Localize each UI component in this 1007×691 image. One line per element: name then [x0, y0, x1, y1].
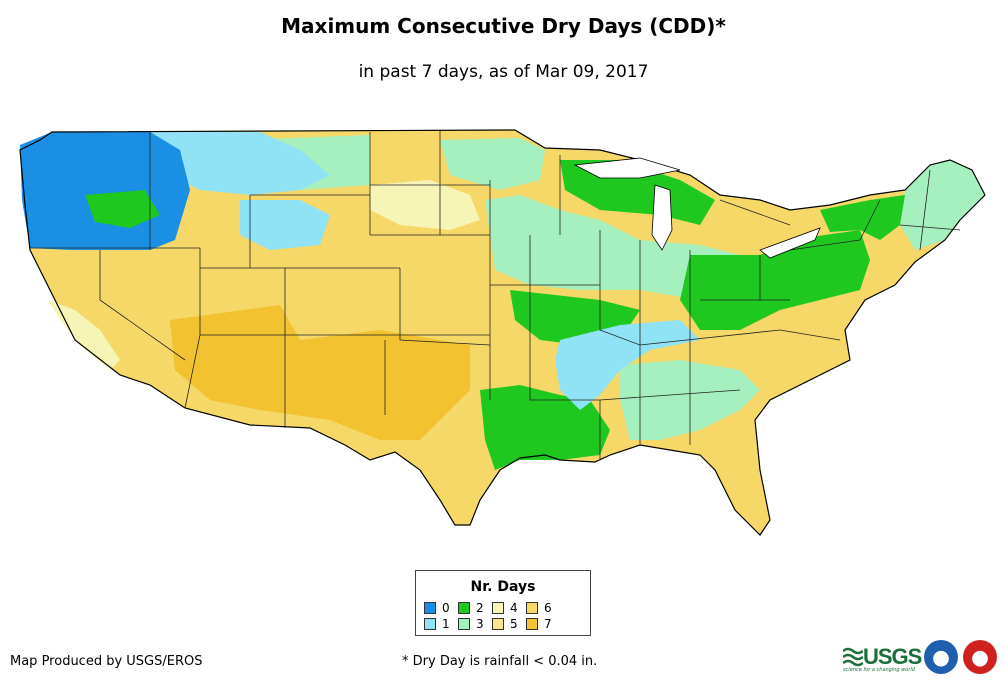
region-wyoming-1: [240, 200, 330, 250]
legend-item-3: 3: [458, 617, 484, 631]
lake-michigan: [651, 184, 673, 251]
usgs-logo: USGS science for a changing world: [843, 643, 922, 673]
region-northeast-2: [820, 195, 905, 240]
legend-label: 6: [544, 601, 552, 615]
lake-erie: [759, 227, 821, 259]
legend-item-5: 5: [492, 617, 518, 631]
us-outline: [19, 129, 986, 536]
legend-swatch: [458, 618, 470, 630]
region-ohio-valley-2: [680, 230, 870, 330]
usgs-wordmark: USGS: [863, 644, 922, 669]
legend-swatch: [526, 618, 538, 630]
legend-item-4: 4: [492, 601, 518, 615]
legend-title: Nr. Days: [470, 579, 536, 595]
region-pacific-northwest-0: [20, 132, 190, 250]
lake-superior: [573, 157, 681, 179]
legend-item-2: 2: [458, 601, 484, 615]
legend-label: 3: [476, 617, 484, 631]
map-title: Maximum Consecutive Dry Days (CDD)*: [281, 14, 726, 38]
region-southwest-7: [170, 305, 470, 440]
legend-swatch: [458, 602, 470, 614]
map-credit: Map Produced by USGS/EROS: [10, 654, 203, 669]
legend-swatch: [526, 602, 538, 614]
dry-day-footnote: * Dry Day is rainfall < 0.04 in.: [402, 654, 598, 669]
legend-label: 4: [510, 601, 518, 615]
region-california-coast-4: [48, 300, 120, 370]
region-northern-plains-4: [370, 180, 480, 230]
legend-item-1: 1: [424, 617, 450, 631]
region-north-dakota-3: [440, 138, 545, 190]
region-new-england-3: [900, 160, 985, 250]
legend-label: 0: [442, 601, 450, 615]
usgs-tagline: science for a changing world: [843, 667, 915, 673]
legend-swatch: [492, 602, 504, 614]
region-washington-interior-0: [85, 190, 160, 228]
legend-label: 2: [476, 601, 484, 615]
state-borders: [30, 130, 961, 460]
legend-label: 5: [510, 617, 518, 631]
legend: Nr. Days 0 1 2 3 4 5 6 7: [415, 570, 591, 636]
legend-label: 7: [544, 617, 552, 631]
usgs-wave-icon: [843, 647, 863, 667]
legend-label: 1: [442, 617, 450, 631]
map-subtitle: in past 7 days, as of Mar 09, 2017: [358, 62, 649, 82]
region-northern-rockies-1: [150, 132, 330, 195]
legend-swatch: [424, 602, 436, 614]
legend-item-7: 7: [526, 617, 552, 631]
legend-item-6: 6: [526, 601, 552, 615]
nws-logo: [963, 640, 997, 674]
legend-swatch: [424, 618, 436, 630]
noaa-logo: [924, 640, 958, 674]
legend-item-0: 0: [424, 601, 450, 615]
legend-swatch: [492, 618, 504, 630]
